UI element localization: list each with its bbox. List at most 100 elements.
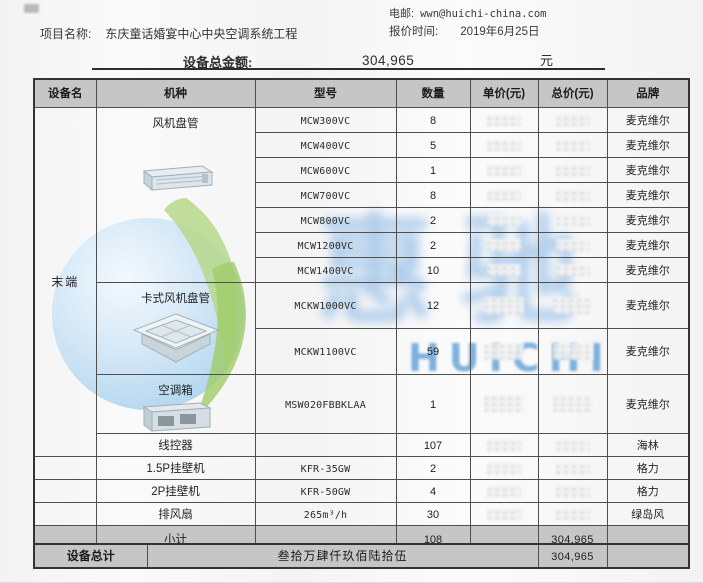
total-amount-value: 304,965 (362, 53, 415, 68)
redacted-unit-price (487, 461, 521, 474)
table-row: MCW600VC 1 麦克维尔 (34, 156, 690, 183)
qty-cell: 2 (429, 462, 437, 475)
subtotal-qty: 108 (423, 533, 443, 546)
project-name-line: 项目名称: 东庆童话婚宴中心中央空调系统工程 (40, 25, 297, 42)
project-name: 东庆童话婚宴中心中央空调系统工程 (105, 27, 298, 41)
email-line: 电邮: wwn@huichi-china.com (389, 5, 547, 21)
redacted-total-price (552, 296, 593, 314)
redacted-unit-price (484, 342, 524, 360)
brand-cell: 麦克维尔 (625, 300, 670, 312)
redacted-total-price (555, 507, 590, 520)
model-cell: MCW1400VC (297, 265, 354, 277)
scan-smudge (24, 4, 39, 13)
table-row: MCW1400VC 10 麦克维尔 (34, 256, 690, 283)
qty-cell: 5 (429, 139, 437, 152)
type-wall-2p: 2P挂壁机 (151, 485, 200, 498)
amount-underline (92, 68, 605, 70)
empty-device-cell (33, 478, 97, 503)
qty-cell: 8 (429, 114, 437, 127)
redacted-total-price (555, 238, 590, 251)
redacted-unit-price (487, 138, 521, 151)
fan-coil-image (142, 164, 214, 191)
project-label: 项目名称: (40, 27, 92, 41)
redacted-total-price (552, 342, 593, 360)
subtotal-total: 304,965 (551, 533, 594, 546)
table-row: 1.5P挂壁机 KFR-35GW 2 格力 (33, 455, 690, 480)
redacted-unit-price (487, 113, 521, 126)
model-cell: MCKW1000VC (294, 301, 357, 312)
model-cell: 265m³/h (303, 509, 348, 521)
brand-cell: 麦克维尔 (625, 398, 670, 411)
type-cassette: 卡式风机盘管 (141, 292, 210, 305)
table-row: MCW700VC 8 麦克维尔 (34, 181, 690, 208)
col-device: 设备名 (33, 78, 97, 108)
type-exhaust-fan: 排风扇 (158, 508, 193, 521)
empty-device-cell (33, 501, 97, 526)
qty-cell: 1 (429, 164, 437, 177)
qty-cell: 2 (429, 214, 437, 227)
redacted-total-price (555, 213, 590, 226)
cassette-unit-image (132, 312, 219, 363)
model-cell: MCW600VC (300, 165, 351, 177)
col-total-price: 总价(元) (537, 78, 608, 108)
brand-cell: 麦克维尔 (625, 164, 670, 177)
ahu-image (141, 401, 212, 432)
col-qty: 数量 (395, 78, 471, 108)
table-row: MCW800VC 2 麦克维尔 (34, 206, 690, 233)
redacted-total-price (555, 438, 590, 451)
redacted-unit-price (484, 296, 524, 314)
col-model: 型号 (254, 78, 397, 108)
qty-cell: 12 (426, 300, 440, 312)
col-type: 机种 (95, 78, 256, 108)
equipment-table: 设备名 机种 型号 数量 单价(元) 总价(元) 品牌 末端 风机盘管 (33, 78, 690, 554)
email-label: 电邮: (389, 8, 415, 20)
model-cell: MCKW1100VC (294, 347, 357, 358)
redacted-total-price (552, 395, 593, 412)
table-row: 线控器 107 海林 (34, 432, 690, 457)
brand-cell: 麦克维尔 (625, 139, 670, 152)
col-unit-price: 单价(元) (469, 78, 539, 108)
redacted-total-price (555, 138, 590, 151)
redacted-unit-price (487, 188, 521, 201)
redacted-total-price (555, 163, 590, 176)
redacted-total-price (555, 484, 590, 497)
qty-cell: 1 (429, 398, 437, 411)
qty-cell: 2 (429, 239, 437, 252)
device-category: 末端 (51, 274, 80, 289)
currency-unit: 元 (540, 53, 554, 68)
brand-cell: 格力 (636, 485, 659, 498)
email-value: wwn@huichi-china.com (420, 8, 547, 20)
table-row: MCKW1100VC 59 麦克维尔 (34, 327, 690, 375)
brand-cell: 麦克维尔 (625, 214, 670, 227)
brand-cell: 绿岛风 (631, 508, 665, 521)
redacted-unit-price (487, 484, 521, 497)
grand-total-row: 设备总计 叁拾万肆仟玖佰陆拾伍 304,965 (33, 543, 690, 569)
brand-cell: 麦克维尔 (625, 114, 670, 127)
redacted-unit-price (487, 507, 521, 520)
table-header-row: 设备名 机种 型号 数量 单价(元) 总价(元) 品牌 (33, 78, 690, 108)
type-controller: 线控器 (158, 439, 193, 452)
grand-total-label: 设备总计 (66, 549, 115, 563)
brand-cell: 格力 (636, 462, 659, 475)
brand-cell: 麦克维尔 (625, 239, 670, 252)
model-cell: MCW800VC (300, 215, 351, 227)
brand-cell: 麦克维尔 (625, 189, 670, 202)
grand-total-value: 304,965 (551, 551, 594, 563)
model-cell: MSW020FBBKLAA (285, 399, 366, 411)
model-cell: KFR-35GW (300, 463, 351, 475)
table-row: 2P挂壁机 KFR-50GW 4 格力 (33, 478, 690, 503)
redacted-total-price (555, 188, 590, 201)
redacted-total-price (555, 113, 590, 126)
brand-cell: 海林 (636, 439, 659, 452)
qty-cell: 30 (426, 508, 440, 521)
subtotal-label: 小计 (164, 533, 187, 546)
redacted-total-price (555, 263, 590, 276)
redacted-unit-price (487, 213, 521, 226)
redacted-unit-price (487, 263, 521, 276)
table-row: MCW1200VC 2 麦克维尔 (34, 231, 690, 258)
table-row: 排风扇 265m³/h 30 绿岛风 (33, 501, 690, 526)
qty-cell: 10 (426, 264, 440, 277)
table-row: 末端 风机盘管 MCW300VC 8 (33, 106, 690, 457)
brand-cell: 麦克维尔 (625, 346, 670, 358)
